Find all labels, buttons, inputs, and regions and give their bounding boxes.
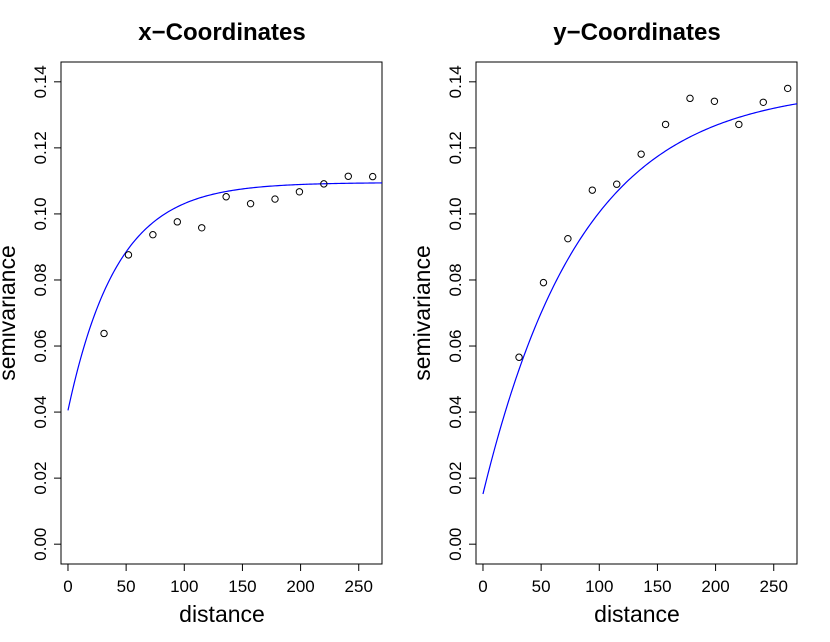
y-tick-label: 0.02 — [446, 462, 465, 495]
y-tick-label: 0.10 — [31, 197, 50, 230]
data-point — [246, 199, 255, 208]
y-tick-label: 0.04 — [31, 396, 50, 429]
y-tick-label: 0.10 — [446, 197, 465, 230]
y-tick-label: 0.08 — [31, 263, 50, 296]
x-axis-label: distance — [179, 601, 265, 627]
data-point — [613, 180, 621, 188]
data-point — [515, 353, 523, 361]
y-tick-label: 0.04 — [446, 396, 465, 429]
data-point — [198, 224, 206, 232]
data-point — [661, 120, 670, 129]
x-tick-label: 0 — [63, 577, 72, 596]
panel-y-coordinates: y−Coordinates 0 50 100 150 200 250 0.000.020.… — [409, 19, 798, 627]
y-tick-label: 0.00 — [446, 528, 465, 561]
data-point — [759, 98, 767, 106]
fitted-curve — [67, 182, 383, 411]
fitted-curve — [482, 103, 798, 495]
y-axis: 0.00 0.02 0.04 0.06 0.08 0.10 0.12 0.14 — [446, 65, 477, 561]
y-tick-label: 0.14 — [446, 65, 465, 98]
y-tick-label: 0.00 — [31, 528, 50, 561]
x-tick-label: 200 — [286, 577, 314, 596]
panel-x-coordinates: x−Coordinates 0 50 100 150 200 250 0.000.020.… — [0, 19, 383, 627]
data-point — [686, 94, 694, 103]
data-point — [588, 186, 597, 194]
y-tick-label: 0.12 — [31, 131, 50, 164]
y-tick-label: 0.02 — [31, 462, 50, 495]
data-point — [149, 231, 157, 239]
y-tick-label: 0.12 — [446, 131, 465, 164]
data-point — [783, 84, 792, 93]
plot-frame — [60, 61, 383, 565]
x-axis-label: distance — [594, 601, 680, 627]
data-point — [710, 97, 719, 106]
y-tick-label: 0.14 — [31, 65, 50, 98]
data-point — [564, 234, 572, 243]
data-point — [344, 172, 352, 180]
y-axis: 0.00 0.02 0.04 0.06 0.08 0.10 0.12 0.14 — [31, 65, 62, 561]
y-axis-label: semivariance — [409, 245, 435, 381]
data-point — [124, 251, 133, 259]
data-points — [100, 172, 377, 338]
y-axis-label: semivariance — [0, 245, 20, 381]
y-tick-label: 0.06 — [446, 329, 465, 362]
x-tick-label: 250 — [760, 577, 788, 596]
data-point — [735, 120, 743, 129]
x-tick-label: 50 — [117, 577, 136, 596]
x-tick-label: 150 — [643, 577, 671, 596]
data-point — [100, 329, 108, 338]
x-axis: 0 50 100 150 200 250 — [63, 563, 373, 596]
x-tick-label: 250 — [345, 577, 373, 596]
x-tick-label: 100 — [585, 577, 613, 596]
data-point — [320, 180, 328, 188]
chart-title: x−Coordinates — [138, 19, 305, 46]
data-point — [295, 188, 304, 196]
data-point — [539, 278, 548, 287]
y-tick-label: 0.06 — [31, 329, 50, 362]
data-point — [637, 150, 645, 158]
x-tick-label: 150 — [228, 577, 256, 596]
chart-title: y−Coordinates — [553, 19, 720, 46]
data-point — [222, 193, 230, 201]
x-axis: 0 50 100 150 200 250 — [478, 563, 788, 596]
data-points — [515, 84, 792, 361]
data-point — [368, 172, 377, 181]
data-point — [271, 195, 279, 203]
y-tick-label: 0.08 — [446, 263, 465, 296]
x-tick-label: 100 — [170, 577, 198, 596]
x-tick-label: 200 — [701, 577, 729, 596]
x-tick-label: 0 — [478, 577, 487, 596]
x-tick-label: 50 — [532, 577, 551, 596]
data-point — [173, 218, 182, 226]
plot-frame — [475, 61, 798, 565]
